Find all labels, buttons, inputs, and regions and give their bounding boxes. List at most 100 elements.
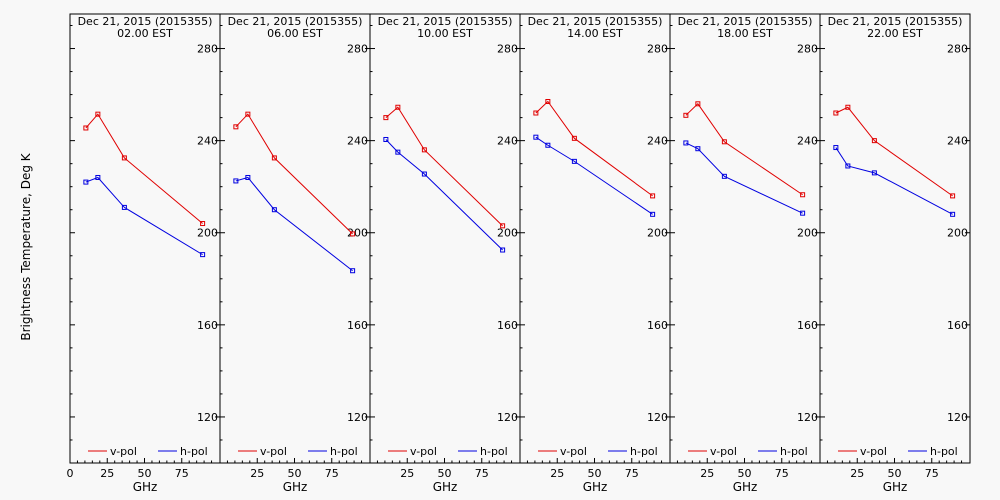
panel-5: Dec 21, 2015 (2015355)18.00 EST 120 160 200… <box>669 13 821 494</box>
x-tick-label: 75 <box>175 467 189 480</box>
data-point-v-pol <box>350 231 356 237</box>
series-line-h-pol <box>835 147 953 215</box>
data-point-v-pol <box>271 155 277 161</box>
data-point-h-pol <box>683 140 689 146</box>
data-point-h-pol <box>83 179 89 185</box>
data-point-h-pol <box>350 268 356 274</box>
y-tick-label: 280 <box>347 43 368 56</box>
series-line-v-pol <box>535 100 653 197</box>
y-tick-label: 240 <box>797 135 818 148</box>
y-axis-label: Brightness Temperature, Deg K <box>19 152 33 340</box>
x-tick-label: 50 <box>138 467 152 480</box>
panel-time-title: 14.00 EST <box>567 27 623 40</box>
data-point-h-pol <box>871 170 877 176</box>
data-point-v-pol <box>683 112 689 118</box>
data-point-h-pol <box>500 247 506 253</box>
series-line-v-pol <box>385 106 503 227</box>
y-tick-label: 160 <box>797 319 818 332</box>
x-tick-label: 25 <box>250 467 264 480</box>
data-point-h-pol <box>650 211 656 217</box>
y-tick-label: 200 <box>347 227 368 240</box>
x-tick-label: 75 <box>925 467 939 480</box>
series-line-h-pol <box>535 136 653 215</box>
x-axis-label: GHz <box>733 480 758 494</box>
y-tick-label: 120 <box>347 411 368 424</box>
y-tick-label: 200 <box>497 227 518 240</box>
x-tick-label: 75 <box>325 467 339 480</box>
y-tick-label: 120 <box>197 411 218 424</box>
data-point-h-pol <box>950 211 956 217</box>
series-line-h-pol <box>235 176 353 272</box>
x-tick-label: 50 <box>738 467 752 480</box>
data-point-h-pol <box>383 136 389 142</box>
data-point-h-pol <box>571 158 577 164</box>
data-point-v-pol <box>871 138 877 144</box>
x-tick-label: 75 <box>625 467 639 480</box>
x-axis-label: GHz <box>433 480 458 494</box>
panel-time-title: 18.00 EST <box>717 27 773 40</box>
legend-label-h-pol: h-pol <box>330 445 358 458</box>
data-point-v-pol <box>233 124 239 130</box>
legend-label-v-pol: v-pol <box>560 445 587 458</box>
data-point-h-pol <box>421 171 427 177</box>
series-line-v-pol <box>235 113 353 235</box>
data-point-h-pol <box>245 174 251 180</box>
x-tick-label: 25 <box>550 467 564 480</box>
series-line-v-pol <box>85 113 203 224</box>
y-tick-label: 240 <box>347 135 368 148</box>
y-tick-label: 160 <box>347 319 368 332</box>
legend-label-h-pol: h-pol <box>480 445 508 458</box>
panel-date-title: Dec 21, 2015 (2015355) <box>378 15 513 28</box>
data-point-h-pol <box>545 142 551 148</box>
y-tick-label: 160 <box>197 319 218 332</box>
panel-date-title: Dec 21, 2015 (2015355) <box>828 15 963 28</box>
y-tick-label: 120 <box>947 411 968 424</box>
data-point-h-pol <box>200 252 206 258</box>
y-tick-label: 120 <box>797 411 818 424</box>
panel-time-title: 06.00 EST <box>267 27 323 40</box>
data-point-v-pol <box>245 111 251 117</box>
y-tick-label: 120 <box>647 411 668 424</box>
data-point-h-pol <box>395 149 401 155</box>
data-point-h-pol <box>95 174 101 180</box>
data-point-v-pol <box>533 110 539 116</box>
y-tick-label: 280 <box>797 43 818 56</box>
panel-date-title: Dec 21, 2015 (2015355) <box>228 15 363 28</box>
x-axis-label: GHz <box>133 480 158 494</box>
series-line-h-pol <box>85 176 203 256</box>
data-point-v-pol <box>650 193 656 199</box>
y-tick-label: 240 <box>197 135 218 148</box>
series-line-h-pol <box>685 142 803 214</box>
y-tick-label: 200 <box>197 227 218 240</box>
x-tick-label: 25 <box>850 467 864 480</box>
legend-label-v-pol: v-pol <box>410 445 437 458</box>
legend-label-h-pol: h-pol <box>930 445 958 458</box>
data-point-v-pol <box>833 110 839 116</box>
x-axis-label: GHz <box>283 480 308 494</box>
y-tick-label: 280 <box>947 43 968 56</box>
data-point-h-pol <box>533 134 539 140</box>
data-point-v-pol <box>421 147 427 153</box>
data-point-v-pol <box>950 193 956 199</box>
data-point-h-pol <box>271 207 277 213</box>
data-point-v-pol <box>545 98 551 104</box>
x-tick-label: 50 <box>588 467 602 480</box>
data-point-v-pol <box>721 139 727 145</box>
data-point-v-pol <box>121 155 127 161</box>
legend-label-v-pol: v-pol <box>260 445 287 458</box>
data-point-v-pol <box>83 125 89 131</box>
data-point-v-pol <box>500 223 506 229</box>
y-tick-label: 200 <box>647 227 668 240</box>
x-tick-label: 25 <box>400 467 414 480</box>
legend-label-h-pol: h-pol <box>180 445 208 458</box>
data-point-h-pol <box>721 173 727 179</box>
y-tick-label: 160 <box>947 319 968 332</box>
x-tick-label: 75 <box>775 467 789 480</box>
y-tick-label: 280 <box>497 43 518 56</box>
panel-6: Dec 21, 2015 (2015355)22.00 EST 120 160 200… <box>819 13 971 494</box>
data-point-v-pol <box>800 192 806 198</box>
data-point-v-pol <box>95 111 101 117</box>
data-point-v-pol <box>571 135 577 141</box>
panel-date-title: Dec 21, 2015 (2015355) <box>78 15 213 28</box>
